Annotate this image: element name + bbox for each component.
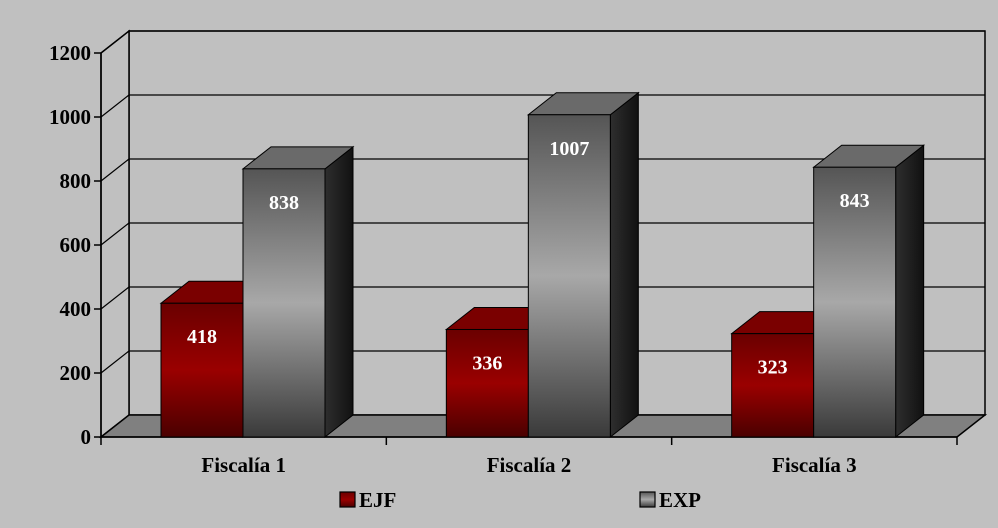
y-tick-label: 200 [60, 361, 92, 385]
legend-label: EXP [659, 488, 701, 512]
x-category-label: Fiscalía 1 [201, 453, 286, 477]
gridline [100, 286, 985, 310]
data-label: 843 [840, 190, 870, 212]
data-label: 336 [472, 352, 502, 374]
gridline [100, 30, 985, 54]
x-category-label: Fiscalía 2 [487, 453, 572, 477]
gridline [100, 158, 985, 182]
gridline [100, 94, 985, 118]
bar-side-exp [324, 145, 354, 439]
gridline [100, 350, 985, 374]
y-tick-label: 400 [60, 297, 92, 321]
data-label: 838 [269, 192, 299, 214]
y-tick-label: 800 [60, 169, 92, 193]
bar-side-exp [609, 91, 639, 439]
data-label: 418 [187, 326, 217, 348]
legend-label: EJF [359, 488, 396, 512]
gridline [100, 222, 985, 246]
bar-ejf [731, 333, 815, 438]
legend-swatch-exp [639, 491, 656, 508]
bar-exp [527, 114, 611, 438]
y-tick-label: 1000 [49, 105, 91, 129]
bar-exp [813, 166, 897, 438]
y-tick-label: 600 [60, 233, 92, 257]
legend-swatch-ejf [339, 491, 356, 508]
bar-ejf [445, 328, 529, 438]
bar-exp [242, 168, 326, 438]
y-tick-label: 0 [81, 425, 92, 449]
bar-ejf [160, 302, 244, 438]
data-label: 323 [758, 357, 788, 379]
y-tick-label: 1200 [49, 41, 91, 65]
data-label: 1007 [549, 138, 589, 160]
x-category-label: Fiscalía 3 [772, 453, 857, 477]
bar-side-exp [895, 144, 925, 439]
